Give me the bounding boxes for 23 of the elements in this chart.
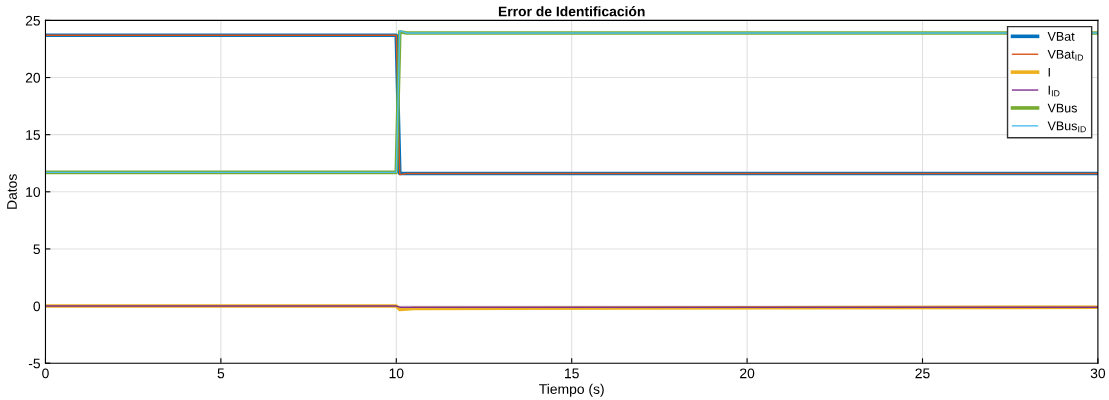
x-tick-label: 0: [42, 368, 49, 379]
legend-label: I$_{ID}$: [1048, 85, 1060, 97]
legend-label: VBus$_{ID}$: [1047, 121, 1086, 133]
legend-label: I: [1048, 67, 1050, 77]
y-tick-label: 20: [25, 72, 41, 83]
x-tick-label: 5: [217, 368, 225, 379]
y-tick-label: 5: [33, 244, 41, 255]
x-tick-label: 25: [915, 368, 930, 379]
x-axis-title: Tiempo (s): [539, 383, 604, 397]
x-tick-label: 10: [389, 368, 404, 379]
y-tick-label: 25: [25, 15, 41, 26]
y-tick-label: 15: [26, 130, 41, 140]
legend-label: VBat$_{ID}$: [1047, 49, 1084, 61]
chart-title: Error de Identificación: [498, 6, 645, 17]
y-tick-label: 10: [26, 187, 41, 197]
legend-label: VBat: [1047, 32, 1075, 41]
legend-label: VBus: [1047, 103, 1077, 113]
y-tick-label: -5: [28, 358, 41, 369]
y-tick-label: 0: [33, 301, 41, 312]
x-tick-label: 20: [740, 368, 755, 379]
x-tick-label: 30: [1090, 368, 1106, 379]
x-tick-label: 15: [565, 368, 579, 379]
y-axis-title: Datos: [7, 174, 17, 209]
